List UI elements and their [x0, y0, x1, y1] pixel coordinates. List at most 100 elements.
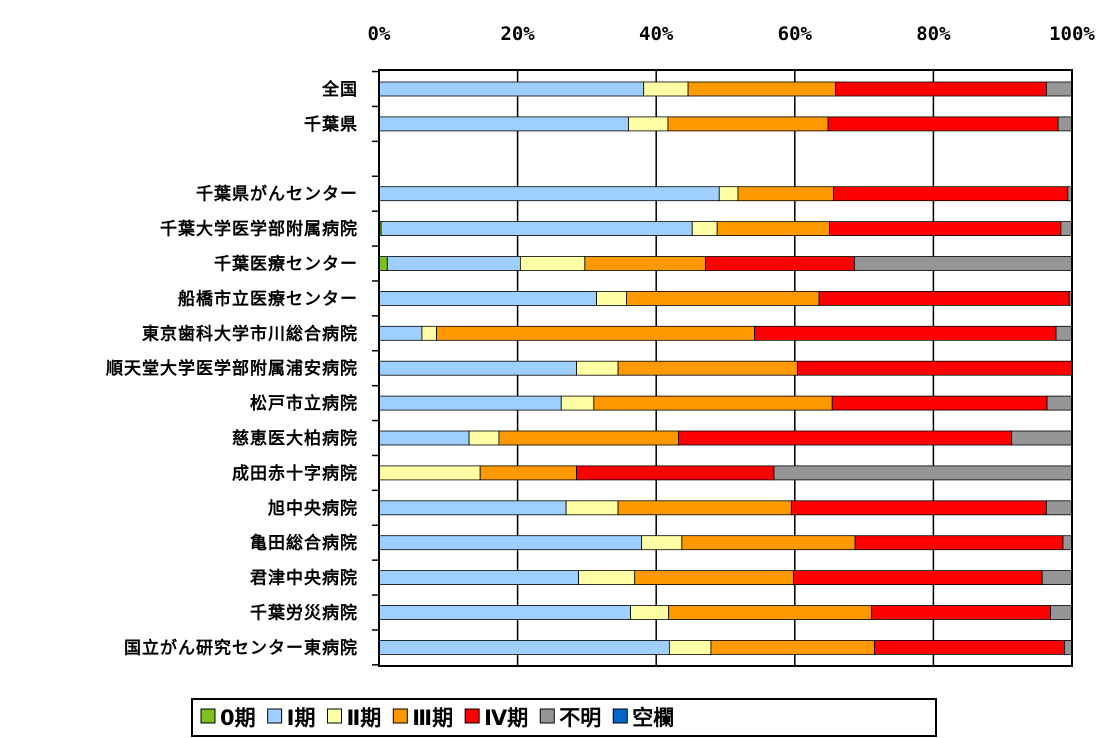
legend-label: Ⅳ期: [484, 706, 528, 730]
bar-segment: [378, 570, 579, 585]
legend-swatch: [464, 708, 480, 724]
bar-segment: [691, 221, 718, 237]
category-label: 千葉医療センター: [214, 254, 358, 275]
x-tick-label: 40%: [639, 23, 674, 45]
bar-segment: [1057, 116, 1073, 132]
bar-segment: [773, 465, 1073, 481]
bar-segment: [1062, 535, 1073, 551]
bar-segment: [1060, 221, 1073, 237]
legend-label: Ⅰ期: [287, 706, 316, 730]
bar-segment: [498, 430, 679, 446]
plot-border: [378, 69, 1073, 667]
bar-segment: [468, 430, 500, 446]
bar-segment: [596, 290, 627, 306]
bar-segment: [593, 395, 833, 411]
bar-segment: [378, 116, 629, 132]
bar-segment: [584, 256, 706, 271]
bar-segment: [737, 186, 835, 202]
bar-segment: [565, 500, 619, 516]
bar-segment: [718, 186, 739, 202]
category-label: 成田赤十字病院: [232, 463, 358, 484]
legend-swatch: [326, 708, 342, 724]
bar-segment: [378, 256, 388, 271]
bar-segment: [378, 640, 670, 655]
bar-segment: [668, 640, 712, 655]
bar-segment: [853, 256, 1073, 271]
bar-segment: [630, 605, 670, 620]
x-tick-label: 20%: [500, 23, 535, 45]
legend-swatch: [539, 708, 555, 724]
bar-segment: [716, 221, 830, 237]
category-label: 千葉県: [304, 114, 358, 135]
bar-segment: [380, 221, 693, 237]
legend-label: Ⅱ期: [346, 706, 381, 730]
bar-segment: [641, 535, 683, 551]
bar-segment: [818, 290, 1070, 306]
bar-segment: [378, 325, 423, 341]
category-label: 千葉大学医学部附属病院: [160, 219, 358, 240]
legend-label: Ⅲ期: [412, 706, 453, 730]
category-label: 全国: [321, 79, 358, 100]
legend-swatch: [392, 708, 408, 724]
bar-segment: [628, 116, 669, 132]
category-label: 国立がん研究センター東病院: [124, 637, 358, 658]
bar-segment: [705, 256, 855, 271]
bar-segment: [835, 81, 1047, 97]
bar-segment: [833, 186, 1069, 202]
bar-segment: [617, 360, 798, 376]
bar-segment: [829, 221, 1062, 237]
bar-segment: [378, 360, 577, 376]
legend-swatch: [612, 708, 628, 724]
legend-box: [191, 698, 937, 737]
bar-segment: [1050, 605, 1073, 620]
bar-segment: [710, 640, 875, 655]
bar-segment: [874, 640, 1065, 655]
legend-swatch: [267, 708, 283, 724]
bar-segment: [617, 500, 792, 516]
bar-segment: [643, 81, 689, 97]
bar-segment: [1045, 81, 1073, 97]
bar-segment: [378, 535, 643, 551]
bar-segment: [687, 81, 837, 97]
bar-segment: [793, 570, 1043, 585]
bar-segment: [1046, 395, 1073, 411]
bar-segment: [519, 256, 586, 271]
bar-segment: [386, 256, 521, 271]
bar-segment: [1045, 500, 1073, 516]
category-labels: 全国千葉県千葉県がんセンター千葉大学医学部附属病院千葉医療センター船橋市立医療セ…: [106, 79, 358, 658]
bar-segment: [831, 395, 1048, 411]
bar-segment: [634, 570, 794, 585]
bar-segment: [667, 116, 829, 132]
bar-segment: [1063, 640, 1073, 655]
category-label: 船橋市立医療センター: [178, 288, 358, 309]
category-label: 松戸市立病院: [250, 393, 358, 414]
bar-segment: [578, 570, 636, 585]
category-label: 順天堂大学医学部附属浦安病院: [106, 358, 358, 379]
bar-segment: [421, 325, 437, 341]
bar-segment: [378, 465, 481, 481]
bar-segment: [378, 290, 598, 306]
bar-segment: [668, 605, 873, 620]
bar-segment: [576, 465, 775, 481]
bar-segment: [378, 605, 631, 620]
bar-segment: [378, 186, 720, 202]
bar-segment: [436, 325, 756, 341]
bar-segment: [797, 360, 1073, 376]
bar-segment: [677, 430, 1013, 446]
category-label: 東京歯科大学市川総合病院: [142, 323, 358, 344]
x-tick-label: 0%: [368, 23, 391, 45]
category-label: 旭中央病院: [267, 498, 358, 519]
x-tick-label: 80%: [916, 23, 951, 45]
bar-segment: [576, 360, 619, 376]
category-label: 君津中央病院: [250, 568, 358, 589]
bar-segment: [1041, 570, 1073, 585]
bar-segment: [871, 605, 1051, 620]
bar-segment: [790, 500, 1047, 516]
category-label: 亀田総合病院: [250, 533, 358, 554]
bar-segment: [754, 325, 1057, 341]
bars: [378, 81, 1073, 655]
legend-label: 不明: [559, 706, 601, 730]
bar-segment: [681, 535, 856, 551]
legend-label: 0期: [220, 706, 256, 730]
